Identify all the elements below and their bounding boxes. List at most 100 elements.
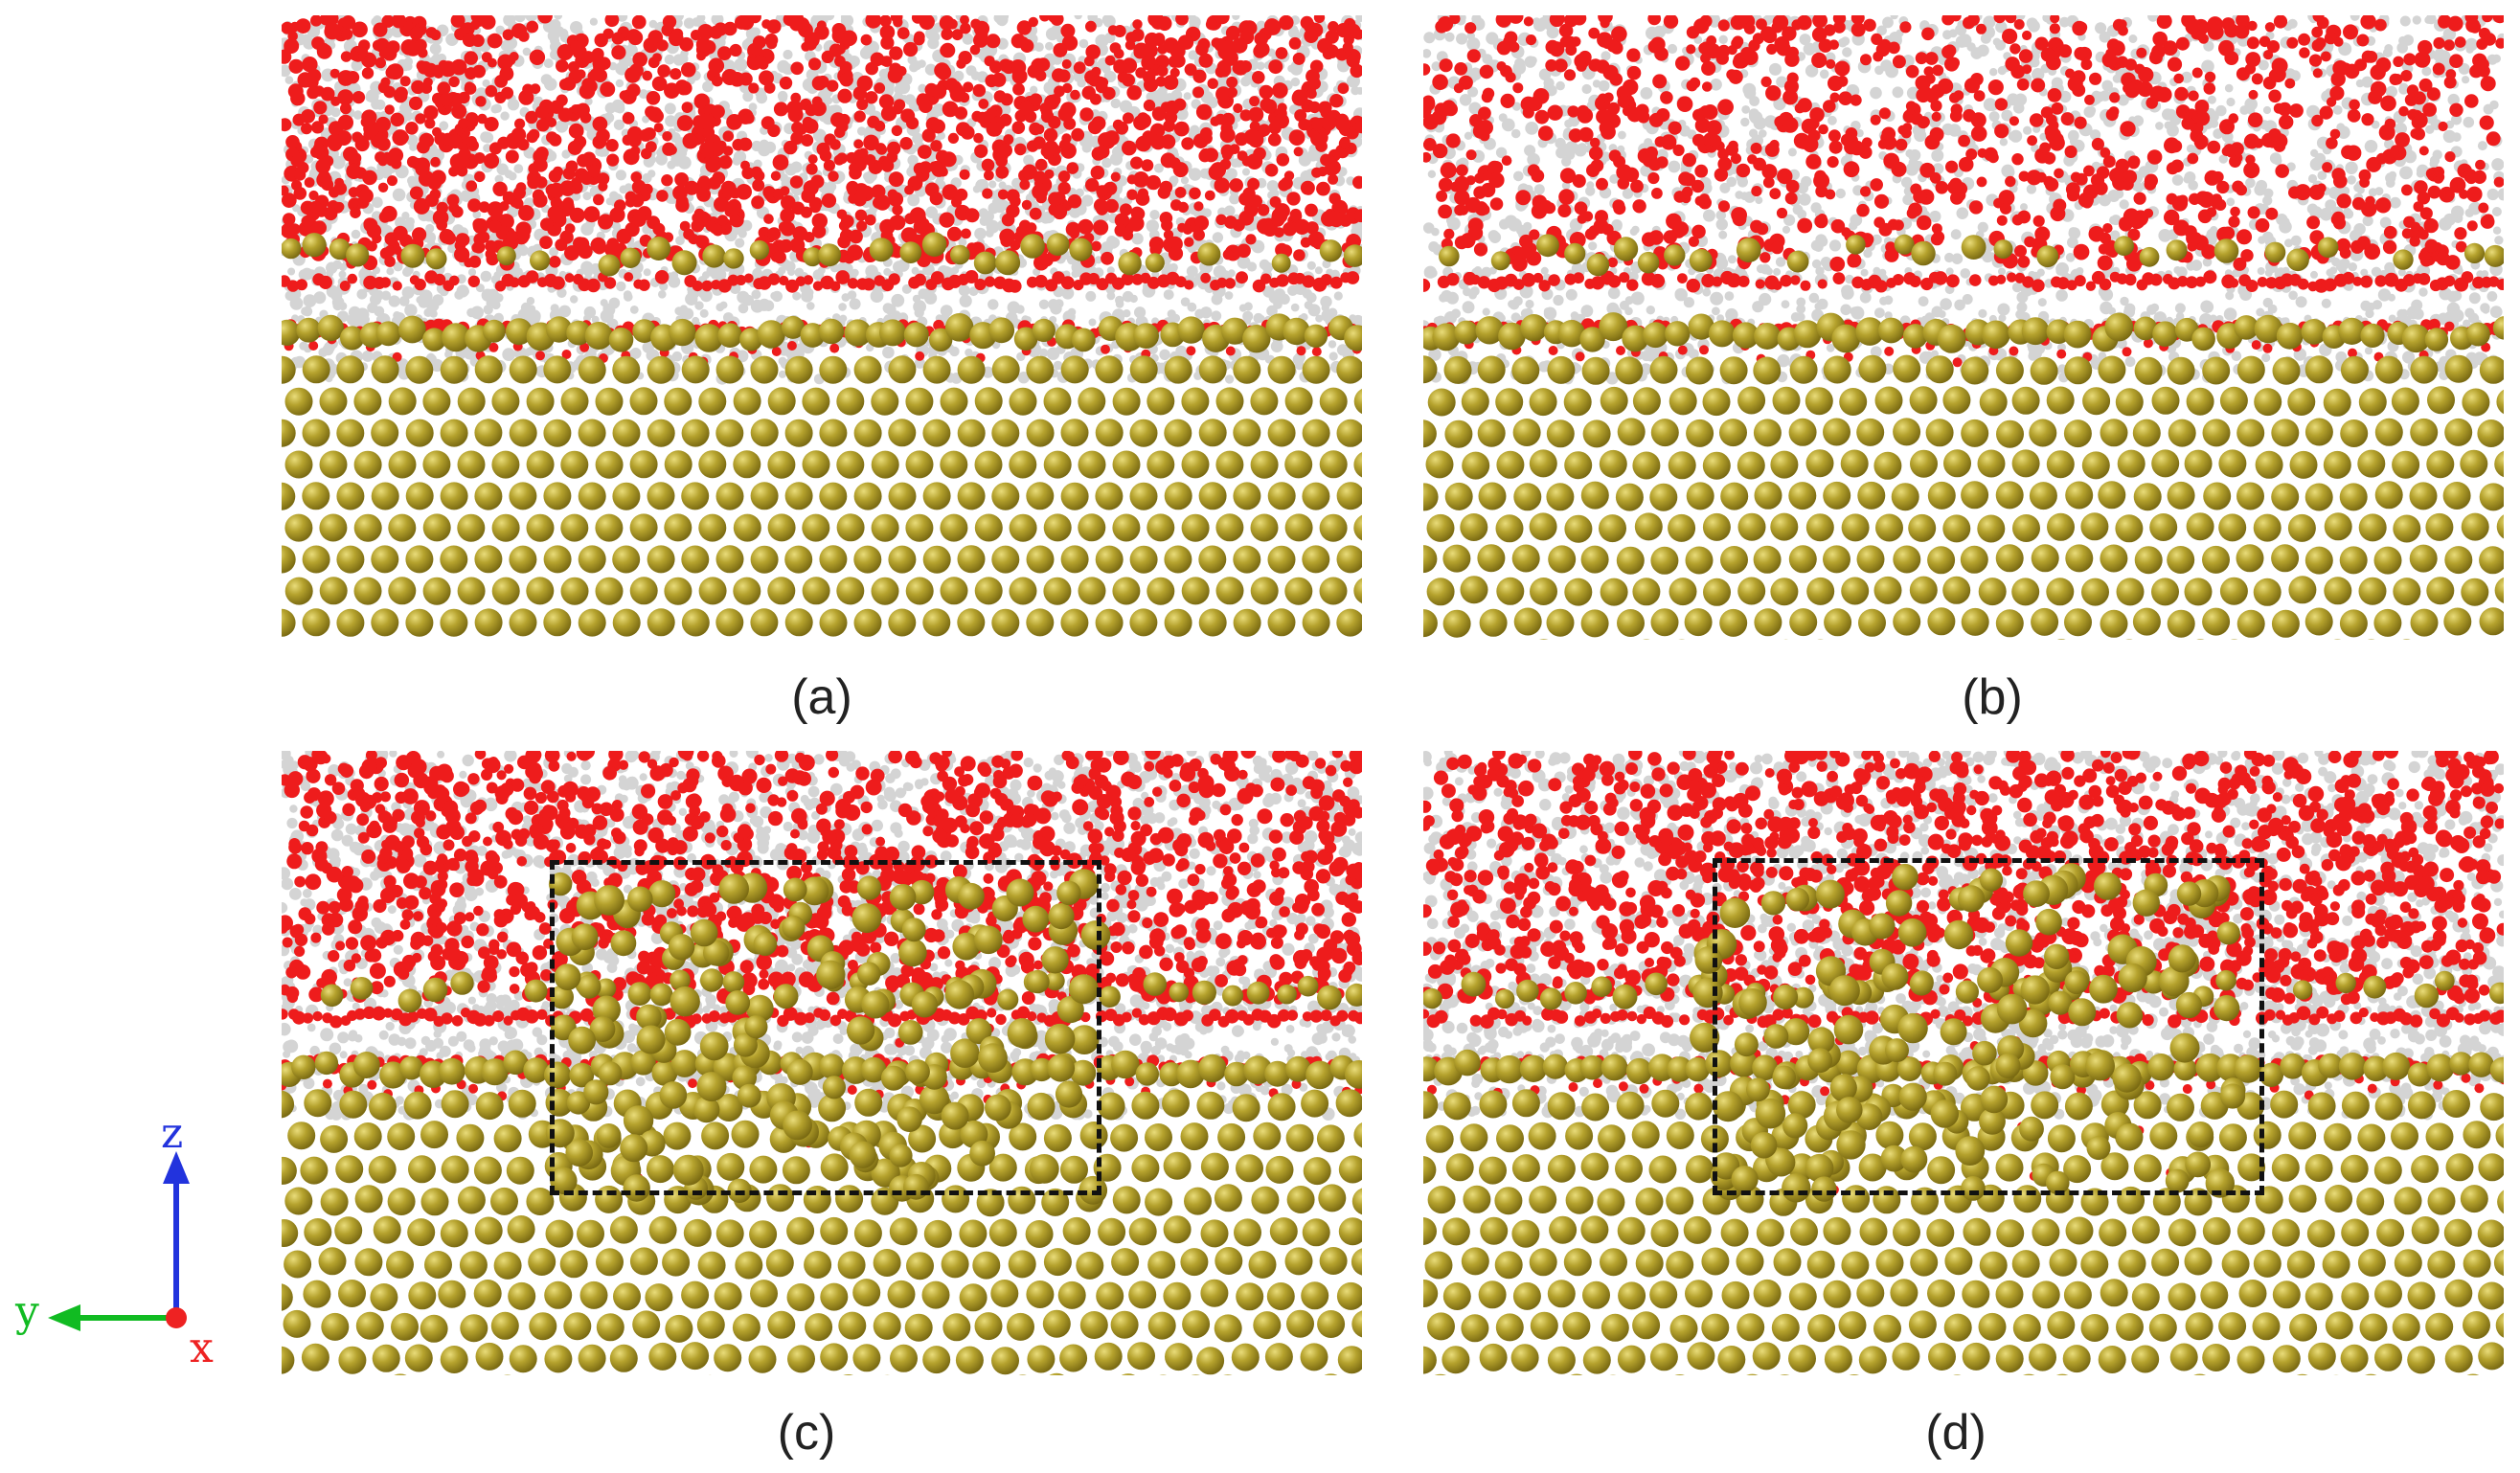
metal-atom bbox=[505, 318, 533, 346]
oxygen-atom bbox=[754, 55, 767, 68]
oxygen-atom bbox=[417, 140, 430, 154]
oxygen-atom bbox=[329, 68, 340, 79]
metal-atom bbox=[1353, 451, 1362, 478]
oxygen-atom bbox=[571, 177, 582, 189]
metal-atom bbox=[819, 355, 848, 384]
oxygen-atom bbox=[450, 15, 465, 28]
hydrogen-atom bbox=[997, 16, 1008, 27]
oxygen-atom bbox=[502, 191, 516, 205]
hydrogen-atom bbox=[570, 295, 579, 304]
oxygen-atom bbox=[1117, 71, 1129, 83]
metal-atom bbox=[781, 315, 805, 339]
oxygen-atom bbox=[509, 277, 520, 288]
oxygen-atom bbox=[887, 67, 903, 83]
oxygen-atom bbox=[1304, 185, 1314, 195]
metal-atom bbox=[664, 513, 692, 542]
oxygen-atom bbox=[568, 61, 579, 73]
metal-atom bbox=[1112, 387, 1141, 416]
oxygen-atom bbox=[1103, 130, 1120, 147]
metal-atom bbox=[973, 251, 997, 275]
oxygen-atom bbox=[1254, 32, 1268, 46]
metal-atom bbox=[940, 387, 968, 416]
oxygen-atom bbox=[914, 273, 926, 286]
metal-atom bbox=[681, 608, 710, 637]
metal-atom bbox=[405, 545, 434, 574]
metal-atom bbox=[346, 243, 370, 267]
hydrogen-atom bbox=[466, 307, 476, 318]
metal-atom bbox=[1095, 355, 1124, 384]
metal-atom bbox=[526, 450, 555, 479]
hydrogen-atom bbox=[965, 65, 977, 77]
metal-atom bbox=[1013, 327, 1038, 351]
metal-atom bbox=[612, 608, 641, 637]
oxygen-atom bbox=[837, 235, 851, 249]
metal-atom bbox=[940, 450, 968, 479]
oxygen-atom bbox=[1144, 32, 1160, 48]
oxygen-atom bbox=[632, 213, 647, 227]
metal-atom bbox=[405, 355, 434, 384]
metal-atom bbox=[509, 419, 537, 447]
oxygen-atom bbox=[472, 218, 485, 231]
oxygen-atom bbox=[487, 57, 497, 68]
oxygen-atom bbox=[1155, 76, 1167, 87]
oxygen-atom bbox=[1126, 189, 1138, 200]
oxygen-atom bbox=[1121, 272, 1134, 285]
hydrogen-atom bbox=[1119, 100, 1133, 113]
oxygen-atom bbox=[382, 46, 397, 61]
hydrogen-atom bbox=[624, 292, 633, 302]
oxygen-atom bbox=[1101, 251, 1114, 265]
oxygen-atom bbox=[430, 170, 446, 186]
metal-atom bbox=[871, 513, 899, 542]
metal-atom bbox=[1319, 577, 1348, 605]
metal-atom bbox=[388, 450, 417, 479]
oxygen-atom bbox=[864, 154, 876, 166]
metal-atom bbox=[1198, 545, 1227, 574]
metal-atom bbox=[1060, 608, 1089, 637]
oxygen-atom bbox=[1260, 273, 1272, 284]
oxygen-atom bbox=[789, 175, 804, 189]
oxygen-atom bbox=[409, 26, 423, 41]
metal-atom bbox=[957, 419, 986, 447]
oxygen-atom bbox=[350, 207, 361, 218]
metal-atom bbox=[1198, 355, 1227, 384]
hydrogen-atom bbox=[338, 270, 347, 279]
oxygen-atom bbox=[526, 131, 538, 144]
hydrogen-atom bbox=[1290, 62, 1303, 76]
metal-atom bbox=[425, 248, 447, 270]
oxygen-atom bbox=[490, 210, 503, 222]
oxygen-atom bbox=[657, 64, 670, 78]
oxygen-atom bbox=[293, 187, 307, 200]
oxygen-atom bbox=[862, 278, 875, 291]
oxygen-atom bbox=[1308, 77, 1321, 90]
oxygen-atom bbox=[998, 143, 1012, 158]
oxygen-atom bbox=[691, 218, 705, 233]
metal-atom bbox=[853, 419, 882, 447]
oxygen-atom bbox=[1324, 163, 1336, 176]
hydrogen-atom bbox=[494, 293, 504, 303]
oxygen-atom bbox=[726, 199, 742, 215]
metal-atom bbox=[1221, 317, 1249, 345]
hydrogen-atom bbox=[988, 299, 999, 310]
simulation-panel-b bbox=[1423, 15, 2504, 640]
oxygen-atom bbox=[393, 225, 408, 241]
hydrogen-atom bbox=[2207, 95, 2216, 104]
oxygen-atom bbox=[1279, 15, 1294, 31]
metal-atom bbox=[836, 450, 865, 479]
hydrogen-atom bbox=[1266, 180, 1279, 193]
oxygen-atom bbox=[321, 88, 333, 101]
metal-atom bbox=[733, 450, 761, 479]
metal-atom bbox=[1250, 513, 1279, 542]
oxygen-atom bbox=[1194, 216, 1205, 228]
hydrogen-atom bbox=[911, 266, 919, 275]
oxygen-atom bbox=[1035, 192, 1047, 204]
oxygen-atom bbox=[865, 15, 882, 29]
oxygen-atom bbox=[302, 57, 318, 73]
hydrogen-atom bbox=[355, 316, 368, 329]
hydrogen-atom bbox=[299, 341, 308, 351]
metal-atom bbox=[1095, 419, 1124, 447]
oxygen-atom bbox=[1146, 276, 1160, 289]
metal-atom bbox=[371, 545, 399, 574]
oxygen-atom bbox=[1107, 25, 1119, 35]
hydrogen-atom bbox=[1106, 291, 1116, 301]
metal-atom bbox=[1026, 608, 1055, 637]
